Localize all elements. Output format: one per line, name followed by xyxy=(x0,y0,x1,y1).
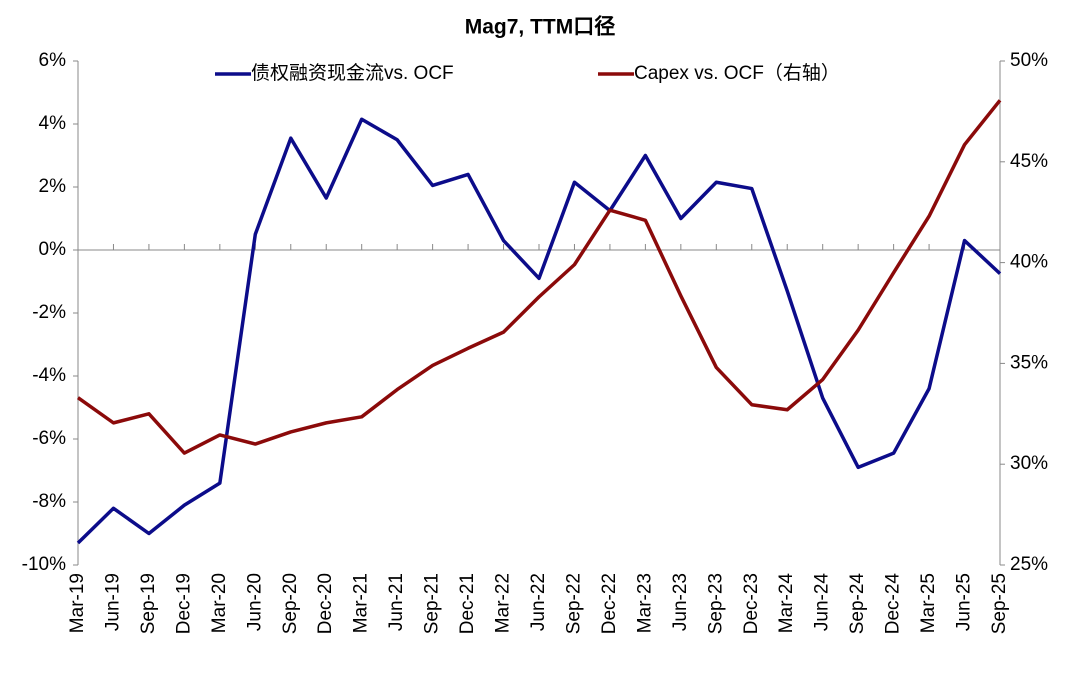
y-tick-label: -2% xyxy=(32,302,66,323)
x-tick-label: Dec-19 xyxy=(173,573,194,634)
x-tick-label: Jun-20 xyxy=(244,573,265,631)
x-tick-label: Dec-21 xyxy=(457,573,478,634)
y-tick-label: -8% xyxy=(32,491,66,512)
x-tick-label: Mar-25 xyxy=(918,573,939,633)
y-tick-label: 6% xyxy=(39,50,67,71)
x-tick-label: Sep-22 xyxy=(563,573,584,634)
y-tick-label: -10% xyxy=(22,554,66,575)
x-tick-label: Mar-20 xyxy=(209,573,230,633)
y2-tick-label: 25% xyxy=(1010,554,1048,575)
x-tick-label: Dec-23 xyxy=(741,573,762,634)
y2-tick-label: 35% xyxy=(1010,352,1048,373)
series-line xyxy=(76,117,1002,545)
x-tick-label: Jun-23 xyxy=(670,573,691,631)
y-tick-label: 0% xyxy=(39,239,67,260)
legend-label: Capex vs. OCF（右轴） xyxy=(634,62,840,84)
y2-tick-label: 50% xyxy=(1010,50,1048,71)
x-tick-label: Sep-19 xyxy=(138,573,159,634)
series-line xyxy=(76,99,1002,455)
chart-title: Mag7, TTM口径 xyxy=(465,15,616,39)
y2-tick-label: 30% xyxy=(1010,453,1048,474)
legend-label: 债权融资现金流vs. OCF xyxy=(251,62,454,84)
x-tick-label: Jun-19 xyxy=(102,573,123,631)
x-tick-label: Dec-20 xyxy=(315,573,336,634)
y2-tick-label: 40% xyxy=(1010,252,1048,273)
x-tick-label: Sep-23 xyxy=(705,573,726,634)
x-tick-label: Sep-20 xyxy=(280,573,301,634)
x-tick-label: Sep-21 xyxy=(422,573,443,634)
x-tick-label: Jun-22 xyxy=(528,573,549,631)
x-tick-label: Sep-24 xyxy=(847,573,868,635)
x-tick-label: Sep-25 xyxy=(989,573,1010,634)
x-tick-label: Mar-24 xyxy=(776,573,797,634)
x-tick-label: Jun-24 xyxy=(812,573,833,632)
x-tick-label: Mar-23 xyxy=(634,573,655,633)
x-tick-label: Dec-22 xyxy=(599,573,620,634)
x-tick-label: Mar-19 xyxy=(67,573,88,633)
y-tick-label: 4% xyxy=(39,113,67,134)
x-tick-label: Mar-22 xyxy=(493,573,514,633)
y-tick-label: -6% xyxy=(32,428,66,449)
y2-tick-label: 45% xyxy=(1010,151,1048,172)
y-tick-label: -4% xyxy=(32,365,66,386)
y-tick-label: 2% xyxy=(39,176,67,197)
x-tick-label: Jun-21 xyxy=(386,573,407,631)
x-tick-label: Mar-21 xyxy=(351,573,372,633)
x-tick-label: Dec-24 xyxy=(883,573,904,635)
x-tick-label: Jun-25 xyxy=(954,573,975,631)
